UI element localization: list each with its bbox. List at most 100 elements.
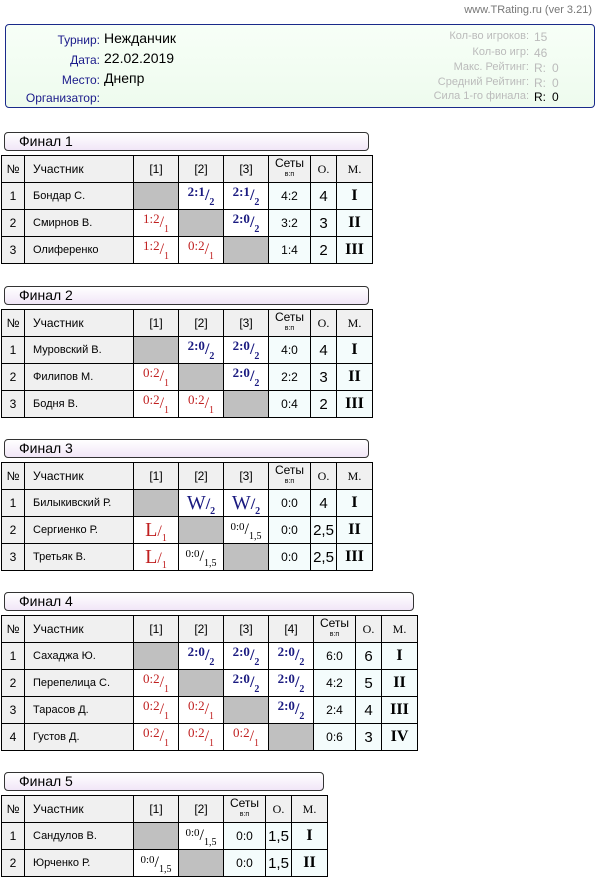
player-number: 2 bbox=[1, 363, 25, 391]
player-sets: 4:2 bbox=[313, 669, 356, 697]
match-points: 2 bbox=[254, 197, 260, 208]
score-slash: / bbox=[250, 495, 256, 513]
player-row: 2 Филипов М. 0:2/1 2:0/2 2:2 3 II bbox=[1, 363, 373, 391]
header-opponent-2: [2] bbox=[178, 795, 224, 823]
match-result: 0:2/1 bbox=[223, 723, 269, 751]
final-strength-r: R: bbox=[534, 90, 546, 104]
header-sets-label: Сеты bbox=[319, 616, 350, 630]
player-number: 1 bbox=[1, 336, 25, 364]
score-slash: / bbox=[159, 241, 165, 258]
match-result: 0:2/1 bbox=[178, 390, 224, 418]
score-slash: / bbox=[204, 701, 210, 718]
player-name: Смирнов В. bbox=[24, 209, 134, 237]
match-score: 0:2 bbox=[232, 725, 250, 740]
match-points: 2 bbox=[299, 657, 305, 668]
score-slash: / bbox=[204, 647, 210, 664]
match-result: 2:0/2 bbox=[178, 336, 224, 364]
final-table: № Участник [1] [2] [3] Сеты в:п О. М. 1 Бондар С. 2… bbox=[1, 155, 373, 264]
match-score: 0:0 bbox=[230, 521, 245, 533]
player-row: 1 Муровский В. 2:0/2 2:0/2 4:0 4 I bbox=[1, 336, 373, 364]
player-sets: 4:2 bbox=[268, 182, 311, 210]
player-sets: 2:4 bbox=[313, 696, 356, 724]
final-title: Финал 4 bbox=[4, 592, 414, 611]
player-row: 3 Тарасов Д. 0:2/1 0:2/1 2:0/2 2:4 4 III bbox=[1, 696, 418, 724]
header-opponent-3: [3] bbox=[223, 309, 269, 337]
final-strength-label: Сила 1-го финала: bbox=[433, 90, 529, 102]
score-slash: / bbox=[159, 395, 165, 412]
player-sets: 6:0 bbox=[313, 642, 356, 670]
place-label: Место: bbox=[61, 73, 100, 87]
match-result: 2:0/2 bbox=[268, 669, 314, 697]
player-number: 2 bbox=[1, 849, 25, 877]
score-slash: / bbox=[294, 701, 300, 718]
match-points: 1 bbox=[209, 251, 215, 262]
header-row: № Участник [1] [2] [3] Сеты в:п О. М. bbox=[1, 155, 373, 183]
match-score: 0:2 bbox=[187, 392, 205, 407]
player-number: 2 bbox=[1, 516, 25, 544]
date-value: 22.02.2019 bbox=[104, 50, 175, 66]
player-name: Сергиенко Р. bbox=[24, 516, 134, 544]
max-rating-value: 0 bbox=[552, 61, 559, 75]
player-sets: 0:0 bbox=[268, 489, 311, 517]
match-score: 0:2 bbox=[142, 392, 160, 407]
match-result: W/2 bbox=[223, 489, 269, 517]
header-sets-sub: в:п bbox=[284, 478, 295, 485]
final-title: Финал 2 bbox=[4, 286, 369, 305]
player-place: IV bbox=[381, 723, 418, 751]
final-title: Финал 5 bbox=[4, 772, 324, 791]
match-points: 2 bbox=[209, 351, 215, 362]
score-slash: / bbox=[249, 187, 255, 204]
header-opponent-1: [1] bbox=[133, 309, 179, 337]
self-cell bbox=[223, 696, 269, 724]
match-result: 2:0/2 bbox=[223, 336, 269, 364]
match-result: L/1 bbox=[133, 516, 179, 544]
header-sets: Сеты в:п bbox=[223, 795, 266, 823]
avg-rating-value: 0 bbox=[552, 76, 559, 90]
avg-rating-label: Средний Рейтинг: bbox=[437, 76, 529, 88]
match-result: 0:2/1 bbox=[178, 696, 224, 724]
player-place: II bbox=[381, 669, 418, 697]
match-score: 0:0 bbox=[185, 548, 200, 560]
header-points: О. bbox=[310, 155, 337, 183]
header-opponent-2: [2] bbox=[178, 615, 224, 643]
header-name: Участник bbox=[24, 615, 134, 643]
final-title: Финал 3 bbox=[4, 439, 369, 458]
match-points: 1 bbox=[161, 532, 167, 544]
player-sets: 0:0 bbox=[223, 849, 266, 877]
score-slash: / bbox=[249, 341, 255, 358]
player-row: 2 Перепелица С. 0:2/1 2:0/2 2:0/2 4:2 5 II bbox=[1, 669, 418, 697]
self-cell bbox=[178, 516, 224, 544]
score-slash: / bbox=[204, 341, 210, 358]
score-slash: / bbox=[154, 854, 159, 871]
match-points: 2 bbox=[254, 684, 260, 695]
match-points: 1 bbox=[164, 405, 170, 416]
match-score: 0:2 bbox=[187, 238, 205, 253]
header-name: Участник bbox=[24, 462, 134, 490]
header-name: Участник bbox=[24, 795, 134, 823]
final-title: Финал 1 bbox=[4, 132, 369, 151]
match-result: 0:0/1,5 bbox=[178, 822, 224, 850]
player-number: 3 bbox=[1, 696, 25, 724]
games-count-value: 46 bbox=[534, 46, 548, 60]
player-points: 5 bbox=[355, 669, 382, 697]
match-score: 0:2 bbox=[187, 698, 205, 713]
final-table: № Участник [1] [2] [3] Сеты в:п О. М. 1 Муровский … bbox=[1, 309, 373, 418]
match-result: 2:0/2 bbox=[223, 669, 269, 697]
player-place: I bbox=[381, 642, 418, 670]
self-cell bbox=[268, 723, 314, 751]
match-points: 1 bbox=[164, 251, 170, 262]
player-row: 3 Бодня В. 0:2/1 0:2/1 0:4 2 III bbox=[1, 390, 373, 418]
player-number: 3 bbox=[1, 543, 25, 571]
player-place: II bbox=[336, 209, 373, 237]
match-score: 2:0 bbox=[187, 338, 205, 353]
header-opponent-1: [1] bbox=[133, 615, 179, 643]
header-points: О. bbox=[265, 795, 292, 823]
header-name: Участник bbox=[24, 155, 134, 183]
match-points: 1 bbox=[164, 738, 170, 749]
player-place: I bbox=[291, 822, 328, 850]
match-score: L bbox=[145, 518, 158, 541]
score-slash: / bbox=[249, 728, 255, 745]
match-points: 1 bbox=[254, 738, 260, 749]
score-slash: / bbox=[249, 674, 255, 691]
match-score: 2:0 bbox=[232, 671, 250, 686]
